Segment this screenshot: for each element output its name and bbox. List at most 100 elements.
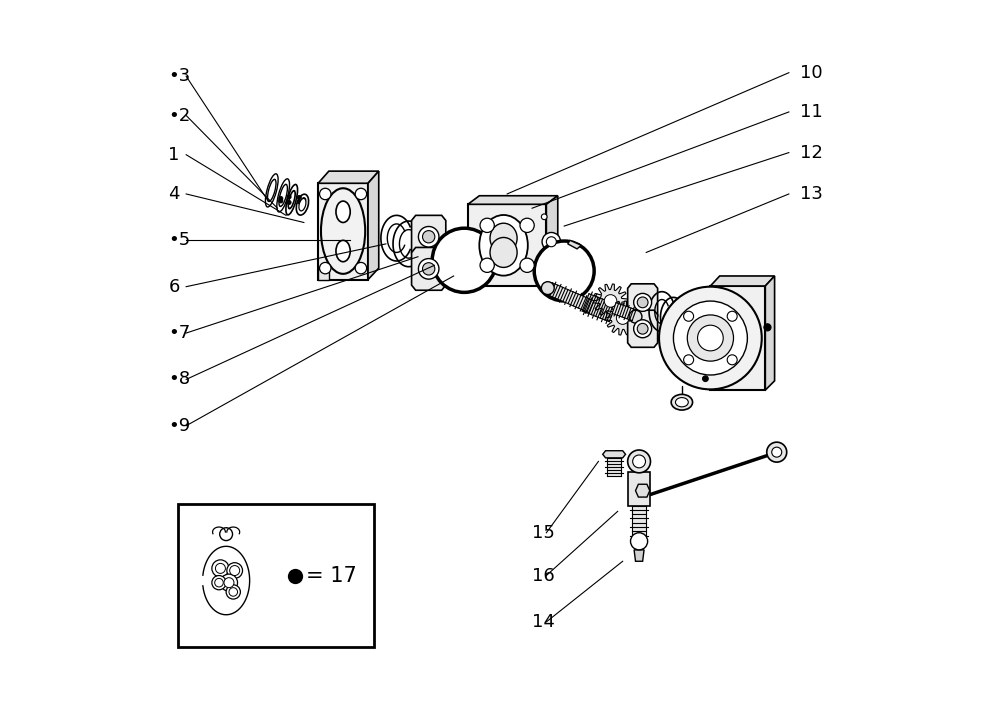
Circle shape xyxy=(673,301,747,375)
Text: •7: •7 xyxy=(168,324,191,342)
Circle shape xyxy=(534,241,594,301)
Bar xyxy=(178,504,374,647)
Circle shape xyxy=(541,281,554,294)
Polygon shape xyxy=(636,484,650,497)
Polygon shape xyxy=(368,171,379,279)
Circle shape xyxy=(212,576,226,590)
Circle shape xyxy=(698,325,723,351)
Circle shape xyxy=(279,196,283,200)
Circle shape xyxy=(631,533,648,550)
Polygon shape xyxy=(628,310,658,347)
Circle shape xyxy=(355,188,367,200)
Polygon shape xyxy=(412,216,446,258)
Circle shape xyxy=(604,295,617,307)
Circle shape xyxy=(423,263,435,275)
Circle shape xyxy=(687,315,734,361)
Circle shape xyxy=(287,200,291,205)
Ellipse shape xyxy=(490,238,517,267)
Circle shape xyxy=(727,311,737,321)
Text: 4: 4 xyxy=(168,185,180,203)
Polygon shape xyxy=(603,450,626,458)
Text: = 17: = 17 xyxy=(306,566,357,586)
Circle shape xyxy=(227,563,243,579)
Polygon shape xyxy=(632,505,646,540)
Polygon shape xyxy=(568,241,581,249)
Circle shape xyxy=(220,528,233,541)
Polygon shape xyxy=(628,284,658,321)
Ellipse shape xyxy=(279,184,287,206)
Circle shape xyxy=(297,195,301,200)
Ellipse shape xyxy=(288,190,295,208)
Ellipse shape xyxy=(490,223,517,253)
Circle shape xyxy=(633,455,645,468)
Circle shape xyxy=(764,324,771,331)
Polygon shape xyxy=(628,472,650,505)
Text: •2: •2 xyxy=(168,107,191,125)
Ellipse shape xyxy=(299,198,306,211)
Circle shape xyxy=(616,311,629,324)
Circle shape xyxy=(279,199,283,203)
Polygon shape xyxy=(593,284,628,318)
Text: 15: 15 xyxy=(532,523,555,542)
Circle shape xyxy=(355,263,367,274)
Ellipse shape xyxy=(265,174,278,207)
Circle shape xyxy=(684,355,694,365)
Polygon shape xyxy=(546,195,558,286)
Polygon shape xyxy=(203,546,250,615)
Circle shape xyxy=(423,231,435,243)
Text: •8: •8 xyxy=(168,370,190,388)
Circle shape xyxy=(546,237,556,247)
Circle shape xyxy=(629,310,642,323)
Circle shape xyxy=(287,195,291,199)
Polygon shape xyxy=(318,268,329,279)
Polygon shape xyxy=(765,276,775,390)
Circle shape xyxy=(297,200,301,204)
Polygon shape xyxy=(318,183,368,279)
Polygon shape xyxy=(607,458,621,475)
Polygon shape xyxy=(710,286,765,390)
Ellipse shape xyxy=(336,201,350,223)
Polygon shape xyxy=(318,171,379,183)
Circle shape xyxy=(418,258,439,279)
Circle shape xyxy=(212,560,229,577)
Circle shape xyxy=(302,198,306,202)
Text: 6: 6 xyxy=(168,278,180,296)
Ellipse shape xyxy=(321,188,365,274)
Polygon shape xyxy=(547,283,594,313)
Ellipse shape xyxy=(296,194,309,215)
Polygon shape xyxy=(412,248,446,290)
Circle shape xyxy=(628,450,650,473)
Circle shape xyxy=(520,258,534,272)
Circle shape xyxy=(226,585,240,599)
Circle shape xyxy=(480,258,494,272)
Text: 14: 14 xyxy=(532,613,555,631)
Circle shape xyxy=(229,588,238,596)
Circle shape xyxy=(215,579,223,587)
Circle shape xyxy=(541,214,547,220)
Circle shape xyxy=(772,448,782,457)
Ellipse shape xyxy=(336,241,350,262)
Circle shape xyxy=(703,376,708,382)
Ellipse shape xyxy=(277,179,290,212)
Polygon shape xyxy=(710,276,775,286)
Polygon shape xyxy=(582,294,616,321)
Polygon shape xyxy=(634,550,644,561)
Circle shape xyxy=(727,355,737,365)
Text: 10: 10 xyxy=(800,64,822,82)
Circle shape xyxy=(684,311,694,321)
Text: •9: •9 xyxy=(168,417,191,435)
Ellipse shape xyxy=(268,179,276,201)
Polygon shape xyxy=(612,303,636,321)
Polygon shape xyxy=(606,301,640,335)
Circle shape xyxy=(634,320,652,338)
Text: 16: 16 xyxy=(532,566,555,584)
Circle shape xyxy=(215,563,225,574)
Circle shape xyxy=(320,263,331,274)
Circle shape xyxy=(230,566,240,576)
Circle shape xyxy=(432,228,496,292)
Circle shape xyxy=(320,188,331,200)
Ellipse shape xyxy=(675,397,688,407)
Ellipse shape xyxy=(479,215,528,276)
Ellipse shape xyxy=(286,185,298,215)
Circle shape xyxy=(634,294,652,311)
